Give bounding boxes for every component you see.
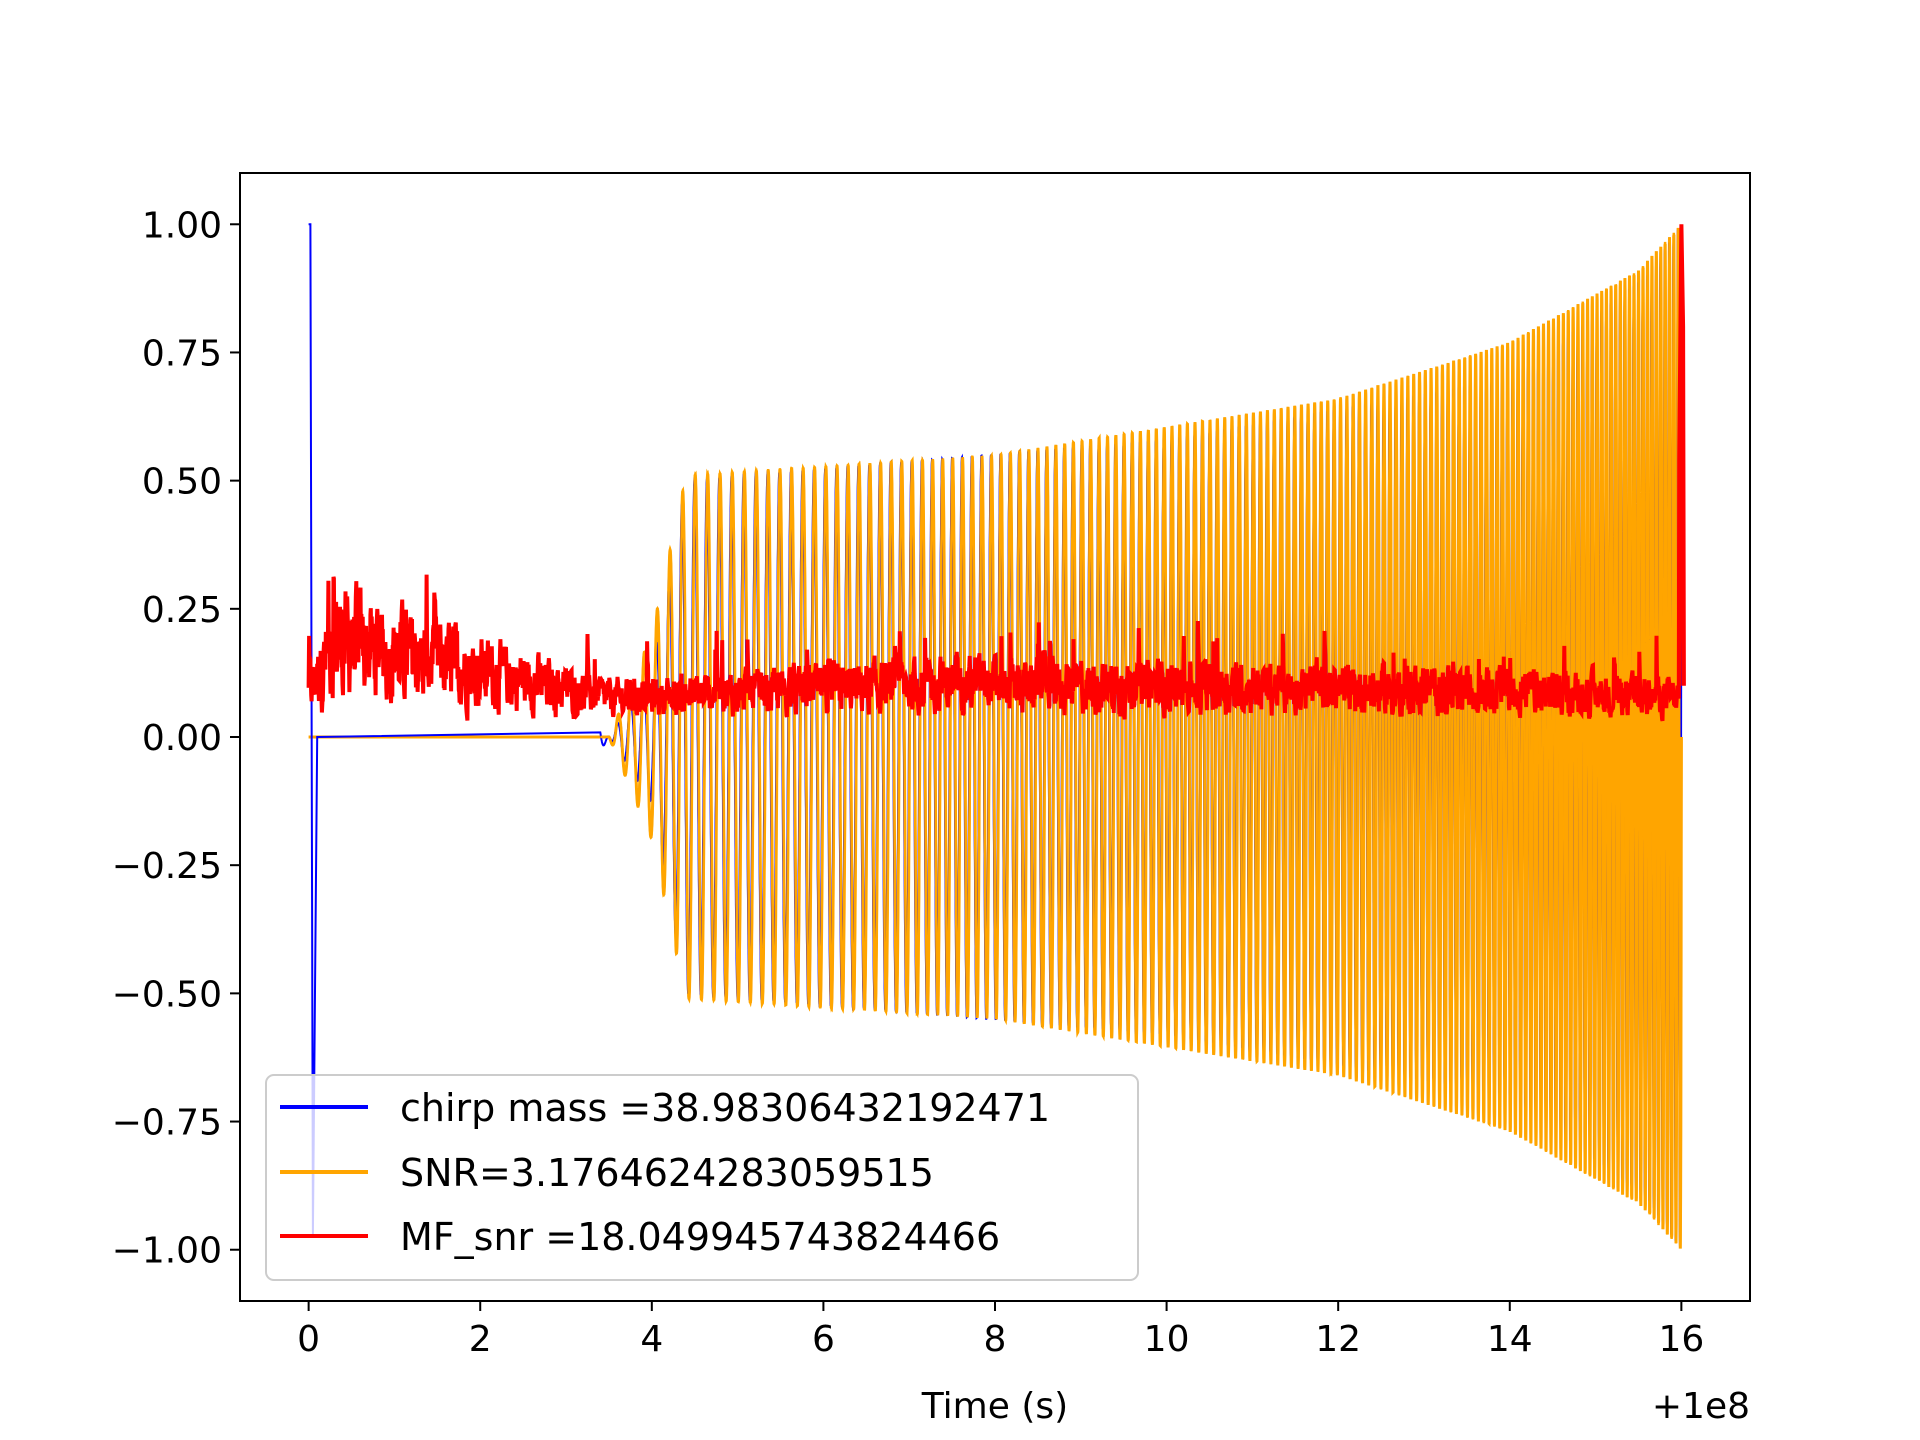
x-tick-label: 12 [1315,1319,1361,1360]
series-layer [306,223,1686,1249]
y-tick-label: −0.75 [112,1103,222,1144]
y-tick-label: 0.75 [142,333,222,374]
x-axis-label: Time (s) [921,1386,1068,1427]
x-tick-label: 0 [297,1319,320,1360]
x-axis-ticks: 0 2 4 6 8 10 12 14 16 [297,1301,1704,1360]
x-tick-label: 16 [1658,1319,1704,1360]
legend: chirp mass =38.98306432192471 SNR=3.1764… [265,1074,1139,1281]
legend-label-snr: SNR=3.1764624283059515 [400,1151,934,1195]
x-tick-label: 10 [1144,1319,1190,1360]
x-tick-label: 2 [469,1319,492,1360]
x-tick-label: 4 [640,1319,663,1360]
legend-label-chirp-mass: chirp mass =38.98306432192471 [400,1086,1050,1130]
y-tick-label: 1.00 [142,205,222,246]
y-tick-label: 0.50 [142,462,222,503]
legend-label-mf-snr: MF_snr =18.049945743824466 [400,1215,1000,1259]
x-tick-label: 14 [1487,1319,1533,1360]
x-tick-label: 6 [812,1319,835,1360]
x-axis-offset-label: +1e8 [1652,1386,1750,1427]
x-tick-label: 8 [984,1319,1007,1360]
series-line-mf-snr [306,224,1686,722]
legend-box [265,1074,1139,1281]
y-tick-label: −0.50 [112,974,222,1015]
y-tick-label: 0.00 [142,718,222,759]
y-tick-label: −1.00 [112,1231,222,1272]
y-tick-label: 0.25 [142,590,222,631]
y-tick-label: −0.25 [112,846,222,887]
y-axis-ticks: 1.00 0.75 0.50 0.25 0.00 −0.25 −0.50 −0.75 −1.00 [112,205,240,1272]
